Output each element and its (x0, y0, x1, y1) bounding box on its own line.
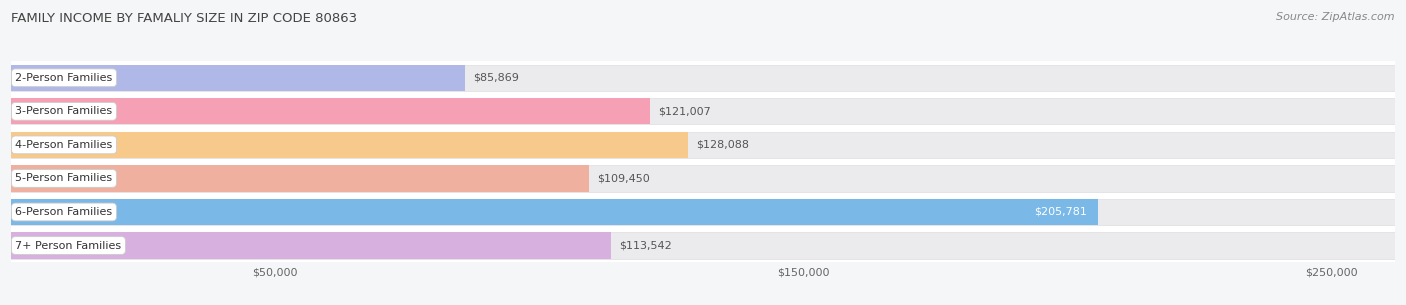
Text: 6-Person Families: 6-Person Families (15, 207, 112, 217)
Bar (11, 165, 589, 192)
FancyBboxPatch shape (11, 61, 1395, 95)
Bar (11, 232, 610, 259)
Text: $205,781: $205,781 (1033, 207, 1087, 217)
Text: 2-Person Families: 2-Person Families (15, 73, 112, 83)
Bar (11, 132, 688, 158)
Text: $121,007: $121,007 (658, 106, 711, 116)
Text: 3-Person Families: 3-Person Families (15, 106, 112, 116)
FancyBboxPatch shape (11, 95, 1395, 128)
Bar (11, 165, 1395, 192)
Text: $109,450: $109,450 (598, 174, 650, 183)
FancyBboxPatch shape (11, 229, 1395, 262)
Bar (11, 98, 650, 124)
Text: 5-Person Families: 5-Person Families (15, 174, 112, 183)
FancyBboxPatch shape (11, 128, 1395, 162)
Bar (11, 65, 465, 91)
FancyBboxPatch shape (11, 162, 1395, 195)
Bar (11, 199, 1098, 225)
Text: 4-Person Families: 4-Person Families (15, 140, 112, 150)
Bar (11, 199, 1395, 225)
Text: $128,088: $128,088 (696, 140, 749, 150)
FancyBboxPatch shape (11, 195, 1395, 229)
Bar (11, 65, 1395, 91)
Bar (11, 232, 1395, 259)
Bar (11, 98, 1395, 124)
Text: 7+ Person Families: 7+ Person Families (15, 241, 121, 250)
Text: Source: ZipAtlas.com: Source: ZipAtlas.com (1277, 12, 1395, 22)
Bar (11, 132, 1395, 158)
Text: FAMILY INCOME BY FAMALIY SIZE IN ZIP CODE 80863: FAMILY INCOME BY FAMALIY SIZE IN ZIP COD… (11, 12, 357, 25)
Text: $85,869: $85,869 (472, 73, 519, 83)
Text: $113,542: $113,542 (619, 241, 672, 250)
